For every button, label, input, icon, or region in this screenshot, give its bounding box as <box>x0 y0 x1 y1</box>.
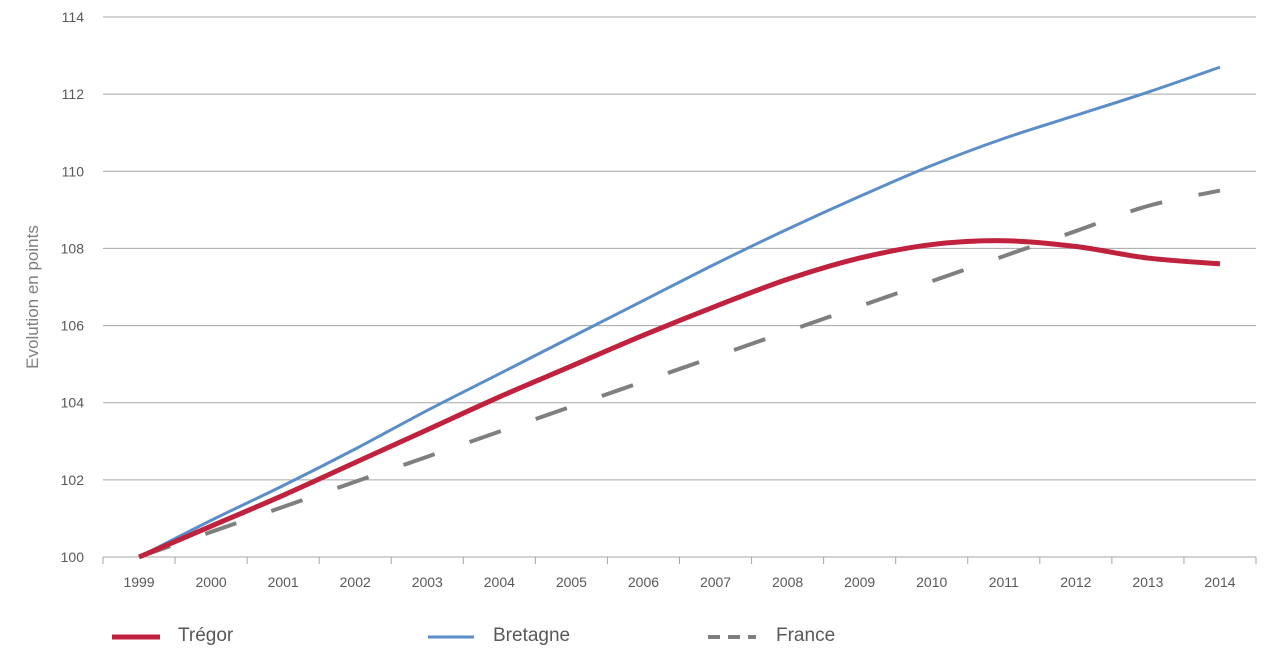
series-layer <box>138 65 1221 560</box>
y-tick-label: 108 <box>61 240 85 256</box>
legend-label: Trégor <box>178 625 234 646</box>
y-tick-label: 106 <box>61 318 85 334</box>
x-tick-label: 2014 <box>1204 574 1235 590</box>
y-tick-label: 104 <box>61 395 85 411</box>
x-tick-label: 2003 <box>412 574 443 590</box>
y-tick-label: 112 <box>62 86 85 102</box>
x-tick-label: 2007 <box>700 574 731 590</box>
x-tick-label: 2013 <box>1132 574 1163 590</box>
x-tick-label: 2010 <box>916 574 947 590</box>
x-tick-label: 2008 <box>772 574 803 590</box>
x-tick-label: 2006 <box>628 574 659 590</box>
legend-label: Bretagne <box>493 625 570 646</box>
x-tick-label: 2009 <box>844 574 875 590</box>
y-axis-label: Evolution en points <box>23 225 42 369</box>
gridlines <box>103 16 1256 558</box>
x-tick-label: 2005 <box>556 574 587 590</box>
x-tick-label: 2002 <box>340 574 371 590</box>
y-tick-label: 110 <box>62 163 85 179</box>
x-tick-label: 2001 <box>268 574 299 590</box>
series-line-1 <box>138 65 1221 559</box>
y-tick-label: 114 <box>62 9 85 25</box>
series-line-0 <box>138 238 1221 560</box>
x-tick-label: 2004 <box>484 574 515 590</box>
x-tick-label: 2000 <box>196 574 227 590</box>
legend: Trégor Bretagne France <box>112 625 835 646</box>
legend-label: France <box>776 625 835 646</box>
y-tick-label: 102 <box>61 472 85 488</box>
y-tick-label: 100 <box>61 549 85 565</box>
x-tick-label: 1999 <box>123 574 154 590</box>
x-tick-label: 2011 <box>989 574 1019 590</box>
x-tick-label: 2012 <box>1060 574 1091 590</box>
series-line-2 <box>138 188 1221 559</box>
y-axis-ticks: 100 102 104 106 108 110 112 114 <box>61 9 85 565</box>
x-axis: 1999 2000 2001 2002 2003 2004 2005 2006 2007 2008… <box>102 557 1257 590</box>
